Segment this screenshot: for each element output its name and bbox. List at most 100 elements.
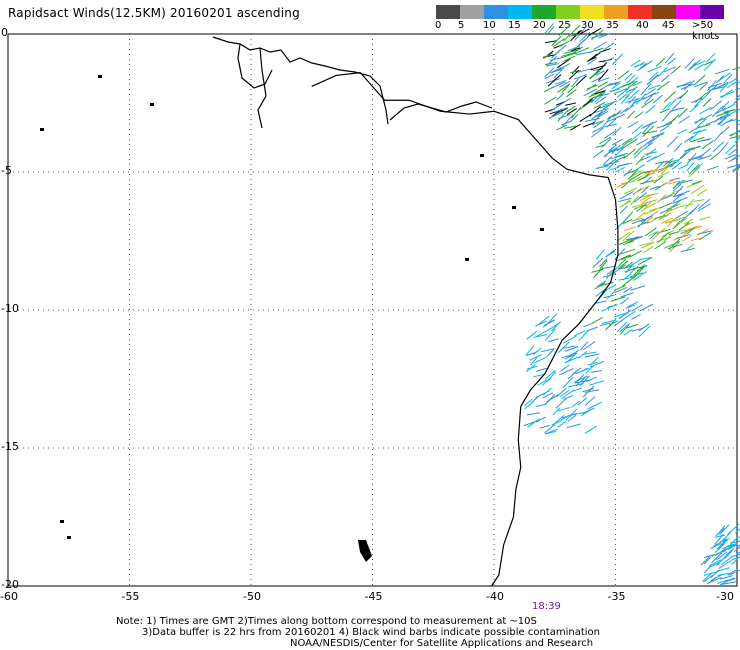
wind-barb xyxy=(717,114,731,120)
wind-barb xyxy=(545,313,558,326)
wind-barb xyxy=(542,392,553,399)
wind-barb xyxy=(654,214,666,220)
wind-barb xyxy=(614,284,626,291)
wind-barb xyxy=(701,91,711,101)
wind-barb xyxy=(529,353,542,361)
wind-barb xyxy=(646,218,657,225)
wind-barb xyxy=(662,157,674,167)
wind-barb xyxy=(703,554,715,558)
legend-swatch-1 xyxy=(460,5,484,19)
wind-barb xyxy=(643,208,657,215)
wind-barb xyxy=(711,552,723,564)
wind-barb xyxy=(602,101,614,110)
wind-barb xyxy=(689,104,699,113)
wind-barb xyxy=(624,72,633,81)
wind-barb xyxy=(637,218,647,228)
wind-barb xyxy=(718,141,729,154)
wind-barb xyxy=(631,175,643,183)
wind-barb xyxy=(720,88,734,99)
wind-barb xyxy=(552,407,561,416)
wind-barb xyxy=(589,380,605,386)
wind-barb xyxy=(550,68,563,74)
wind-barb xyxy=(575,367,589,375)
wind-barb xyxy=(601,305,615,312)
wind-barb xyxy=(648,71,659,81)
wind-barb xyxy=(602,156,613,165)
wind-barb xyxy=(709,100,723,111)
wind-barb xyxy=(719,575,733,580)
wind-barb xyxy=(547,63,559,67)
wind-barb xyxy=(548,111,562,119)
wind-barb xyxy=(718,559,732,569)
wind-barb xyxy=(633,150,643,159)
wind-barb xyxy=(657,171,670,178)
wind-barb xyxy=(603,265,617,269)
wind-barb xyxy=(705,118,720,126)
wind-barb xyxy=(535,403,547,408)
wind-barb xyxy=(591,110,603,120)
wind-barb xyxy=(694,81,708,88)
wind-barb xyxy=(561,97,571,105)
wind-barb xyxy=(688,125,701,134)
legend-label-4: 20 xyxy=(533,20,546,31)
wind-barb xyxy=(556,124,568,131)
wind-barb xyxy=(639,170,651,174)
wind-barb xyxy=(731,165,740,172)
wind-barb xyxy=(599,322,611,327)
wind-barb xyxy=(548,338,559,343)
wind-barb xyxy=(728,569,740,576)
wind-barb xyxy=(624,80,638,91)
wind-barb xyxy=(659,202,673,209)
wind-barb xyxy=(715,68,730,75)
wind-barb xyxy=(571,78,580,88)
wind-barb xyxy=(523,398,533,407)
wind-barb xyxy=(584,353,600,358)
wind-barb xyxy=(640,155,652,161)
wind-barb xyxy=(602,100,618,106)
wind-barb xyxy=(545,55,558,67)
wind-barb xyxy=(603,147,617,157)
wind-barb xyxy=(633,97,646,105)
wind-barb xyxy=(623,187,638,195)
wind-barb xyxy=(570,123,581,131)
wind-barb xyxy=(671,100,682,110)
wind-barb xyxy=(580,341,589,351)
wind-barb xyxy=(680,83,694,90)
wind-barb xyxy=(667,218,675,228)
wind-barb xyxy=(641,122,653,130)
wind-barb xyxy=(626,236,642,241)
wind-barb xyxy=(692,129,707,134)
wind-barb xyxy=(642,92,657,100)
wind-barb xyxy=(538,315,550,326)
wind-barb xyxy=(703,556,712,565)
wind-barb xyxy=(676,190,691,197)
wind-barb xyxy=(593,113,602,124)
wind-barb xyxy=(640,83,652,96)
wind-barb xyxy=(640,216,654,226)
coastline xyxy=(311,72,619,587)
wind-barb xyxy=(624,104,635,113)
wind-barb xyxy=(661,74,670,83)
wind-barb xyxy=(726,543,738,547)
wind-barb xyxy=(564,346,579,352)
wind-barb xyxy=(691,180,703,185)
wind-barb xyxy=(544,430,557,435)
wind-barb xyxy=(526,412,541,416)
wind-barb xyxy=(639,242,653,247)
wind-barb xyxy=(652,94,663,104)
wind-barb xyxy=(699,106,712,115)
wind-barb xyxy=(717,118,726,125)
note-line-3: NOAA/NESDIS/Center for Satellite Applica… xyxy=(290,638,594,649)
wind-barb xyxy=(631,304,643,312)
wind-barb xyxy=(584,389,600,393)
wind-barb xyxy=(672,181,680,190)
wind-barb xyxy=(629,131,642,143)
wind-barb xyxy=(693,74,706,86)
y-tick-0: 0 xyxy=(1,26,8,39)
wind-barb xyxy=(718,113,729,126)
wind-barb xyxy=(710,569,720,578)
wind-barb xyxy=(631,218,645,225)
wind-barb xyxy=(627,169,639,180)
wind-barb xyxy=(684,221,694,228)
wind-barb xyxy=(605,267,618,279)
